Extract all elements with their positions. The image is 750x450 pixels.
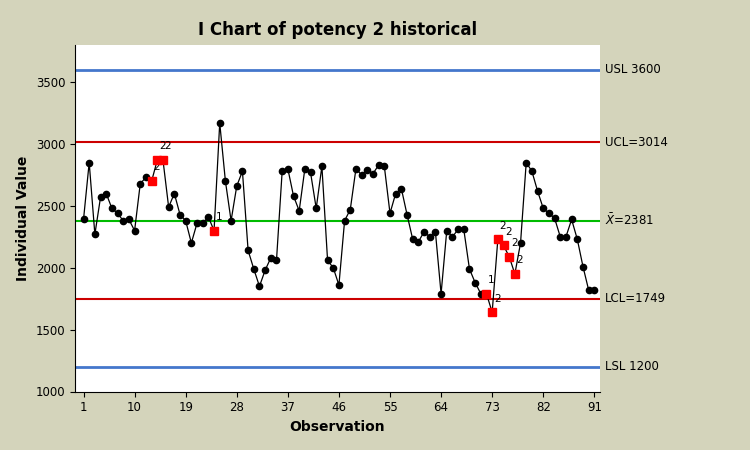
Title: I Chart of potency 2 historical: I Chart of potency 2 historical	[198, 21, 477, 39]
Text: 2: 2	[159, 141, 166, 151]
Text: 2: 2	[494, 294, 500, 304]
Text: 2: 2	[506, 227, 512, 237]
Text: 2: 2	[511, 238, 518, 248]
Y-axis label: Individual Value: Individual Value	[16, 156, 30, 281]
Text: 2: 2	[517, 255, 524, 266]
Text: LCL=1749: LCL=1749	[605, 292, 666, 305]
X-axis label: Observation: Observation	[290, 420, 386, 434]
Text: USL 3600: USL 3600	[605, 63, 661, 76]
Text: 2: 2	[500, 220, 506, 230]
Text: 1: 1	[488, 275, 495, 285]
Text: 1: 1	[216, 212, 223, 222]
Text: 2: 2	[165, 141, 171, 151]
Text: LSL 1200: LSL 1200	[605, 360, 659, 373]
Text: 2: 2	[153, 162, 160, 172]
Text: UCL=3014: UCL=3014	[605, 136, 668, 149]
Text: $\bar{X}$=2381: $\bar{X}$=2381	[605, 213, 655, 228]
